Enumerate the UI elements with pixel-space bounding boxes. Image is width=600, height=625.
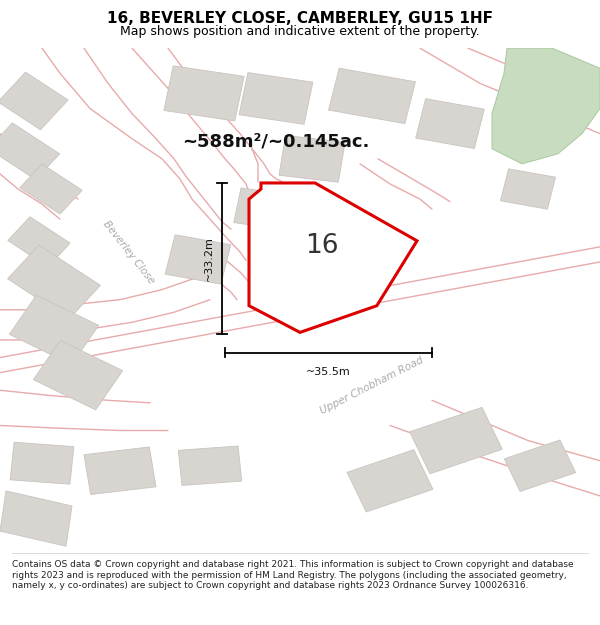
Polygon shape (492, 48, 600, 164)
Polygon shape (505, 440, 575, 491)
Polygon shape (0, 491, 72, 546)
Polygon shape (234, 188, 294, 231)
Text: 16, BEVERLEY CLOSE, CAMBERLEY, GU15 1HF: 16, BEVERLEY CLOSE, CAMBERLEY, GU15 1HF (107, 11, 493, 26)
Polygon shape (8, 217, 70, 267)
Polygon shape (84, 447, 156, 494)
Polygon shape (239, 72, 313, 124)
Text: Upper Chobham Road: Upper Chobham Road (319, 355, 425, 416)
Polygon shape (10, 295, 98, 364)
Text: ~588m²/~0.145ac.: ~588m²/~0.145ac. (182, 132, 370, 150)
Polygon shape (34, 341, 122, 410)
Polygon shape (20, 164, 82, 214)
Polygon shape (165, 235, 231, 284)
Polygon shape (500, 169, 556, 209)
Text: ~33.2m: ~33.2m (204, 236, 214, 281)
Text: 16: 16 (305, 232, 338, 259)
Polygon shape (0, 123, 59, 179)
Polygon shape (279, 136, 345, 182)
Text: ~35.5m: ~35.5m (306, 367, 351, 377)
Polygon shape (410, 408, 502, 474)
Polygon shape (178, 446, 242, 486)
Polygon shape (249, 183, 417, 332)
Polygon shape (347, 449, 433, 512)
Polygon shape (416, 99, 484, 149)
Polygon shape (329, 68, 415, 124)
Polygon shape (164, 66, 244, 121)
Text: Contains OS data © Crown copyright and database right 2021. This information is : Contains OS data © Crown copyright and d… (12, 560, 574, 590)
Polygon shape (10, 442, 74, 484)
Text: Map shows position and indicative extent of the property.: Map shows position and indicative extent… (120, 24, 480, 38)
Polygon shape (8, 245, 100, 319)
Polygon shape (0, 72, 68, 130)
Text: Beverley Close: Beverley Close (101, 218, 157, 286)
